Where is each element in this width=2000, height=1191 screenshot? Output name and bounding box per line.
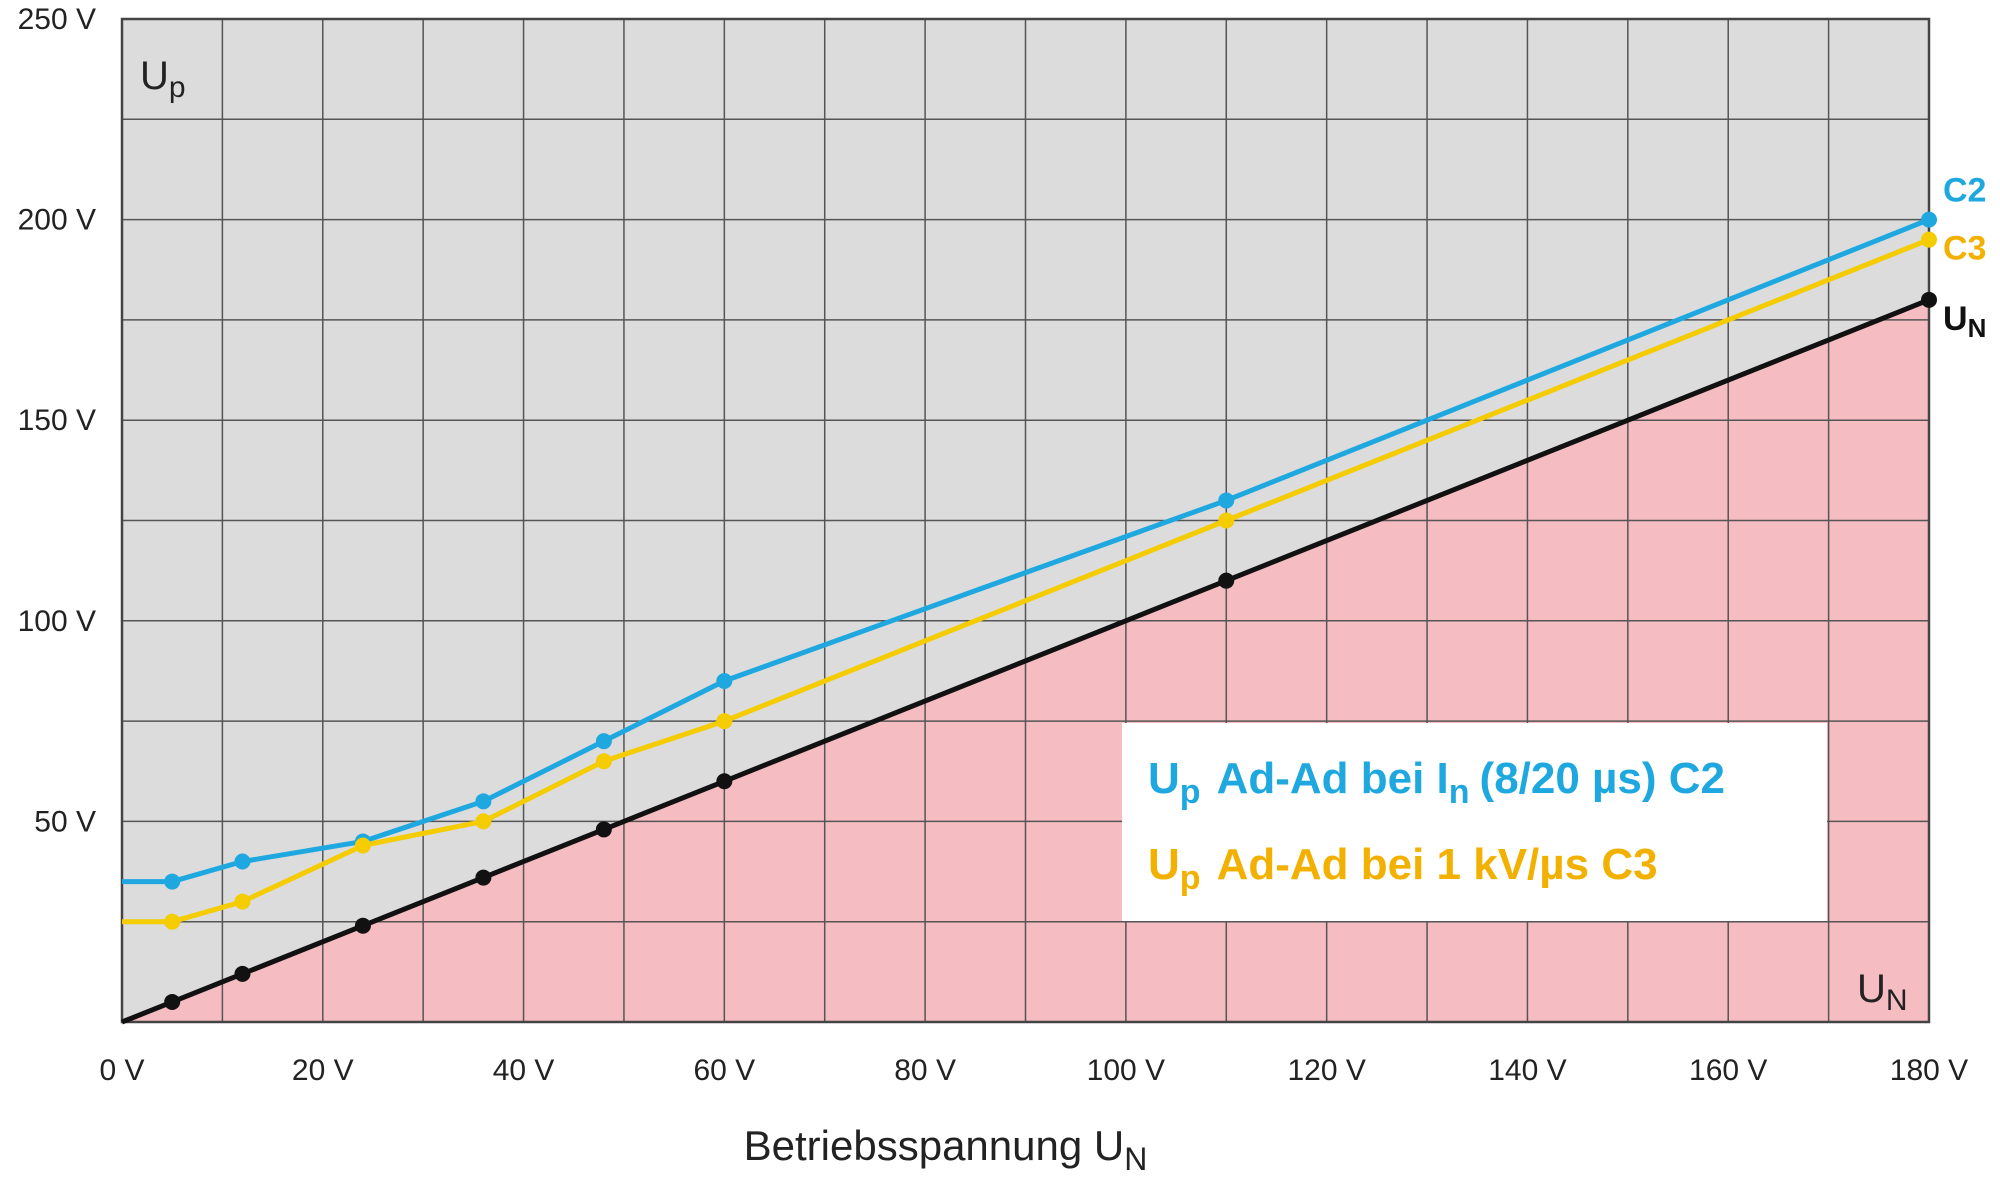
x-axis-title-sub: N (1124, 1141, 1147, 1177)
series-label: UN (1943, 300, 1986, 343)
x-tick-label: 100 V (1087, 1054, 1165, 1087)
x-tick-label: 180 V (1890, 1054, 1968, 1087)
corner-label-sub: p (169, 71, 186, 104)
legend-symbol-sub: p (1180, 859, 1201, 897)
series-label: C3 (1943, 230, 1986, 268)
corner-label-x-main: U (1857, 967, 1886, 1011)
point (164, 993, 181, 1010)
point (234, 893, 251, 910)
point (164, 913, 181, 930)
y-tick-label: 200 V (18, 204, 96, 237)
point (1218, 492, 1235, 509)
y-tick-label: 150 V (18, 404, 96, 437)
corner-label-main: U (140, 54, 169, 98)
series-label-sub: N (1968, 313, 1987, 343)
y-tick-label: 100 V (18, 605, 96, 638)
series-label-main: U (1943, 300, 1968, 338)
point (595, 821, 612, 838)
legend-symbol-sub: p (1180, 773, 1201, 811)
legend-text-sub: n (1449, 773, 1470, 811)
point (475, 813, 492, 830)
legend-symbol: U (1148, 754, 1180, 803)
legend-symbol: U (1148, 840, 1180, 889)
point (716, 713, 733, 730)
legend-text: Ad-Ad bei I (1217, 754, 1449, 803)
point (595, 753, 612, 770)
point (595, 733, 612, 750)
x-tick-label: 120 V (1287, 1054, 1365, 1087)
legend-text-b: (8/20 µs) C2 (1480, 754, 1725, 803)
legend-entry: Up Ad-Ad bei In (8/20 µs) C2 (1148, 754, 1725, 811)
x-axis-title: Betriebsspannung UN (744, 1122, 1148, 1177)
legend-box (1122, 723, 1827, 921)
point (354, 837, 371, 854)
point (1218, 572, 1235, 589)
y-tick-label: 250 V (18, 3, 96, 36)
legend-entry: Up Ad-Ad bei 1 kV/µs C3 (1148, 840, 1658, 897)
point (164, 873, 181, 890)
point (1218, 512, 1235, 529)
corner-label-x-sub: N (1886, 984, 1908, 1017)
x-tick-label: 140 V (1488, 1054, 1566, 1087)
point (716, 672, 733, 689)
y-tick-label: 50 V (34, 805, 96, 838)
point (716, 773, 733, 790)
x-tick-label: 60 V (693, 1054, 755, 1087)
point (234, 853, 251, 870)
point (354, 917, 371, 934)
x-tick-label: 40 V (493, 1054, 555, 1087)
point (475, 869, 492, 886)
x-tick-label: 20 V (292, 1054, 354, 1087)
series-label-main: C2 (1943, 172, 1986, 210)
point (1921, 231, 1937, 248)
point (234, 965, 251, 982)
series-label: C2 (1943, 172, 1986, 210)
point (1921, 291, 1937, 308)
corner-label-x: UN (1857, 967, 1908, 1017)
series-label-main: C3 (1943, 230, 1986, 268)
legend-text: Ad-Ad bei 1 kV/µs C3 (1217, 840, 1658, 889)
point (1921, 211, 1937, 228)
corner-label: Up (140, 54, 186, 104)
x-tick-label: 160 V (1689, 1054, 1767, 1087)
x-axis-title-main: Betriebsspannung U (744, 1122, 1125, 1169)
x-tick-label: 0 V (99, 1054, 144, 1087)
plot-frame (120, 17, 1931, 1024)
point (475, 793, 492, 810)
x-tick-label: 80 V (894, 1054, 956, 1087)
